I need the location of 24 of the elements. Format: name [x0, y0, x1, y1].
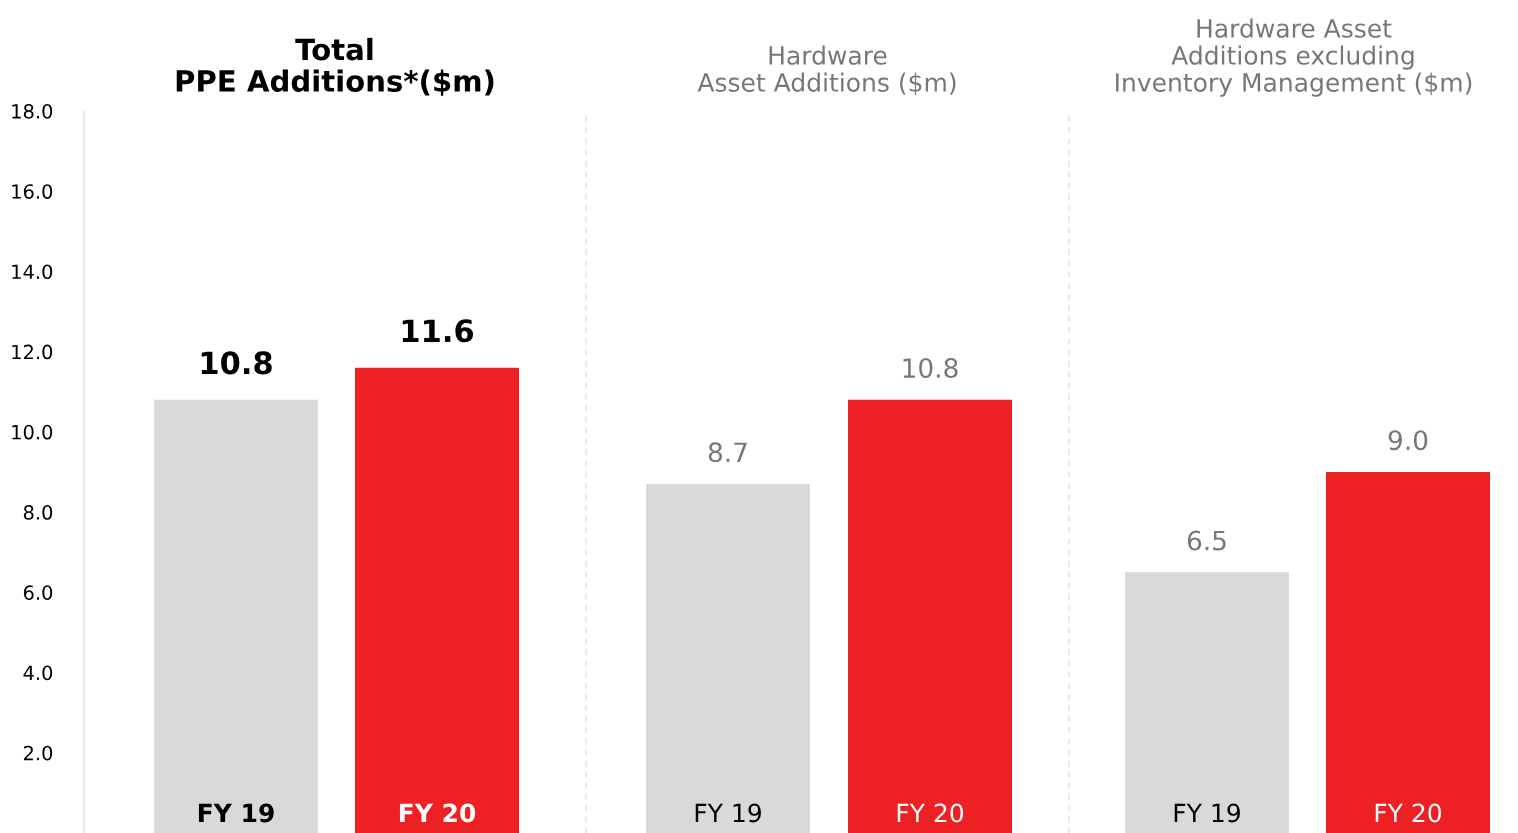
x-tick-label: FY 20 — [897, 803, 964, 823]
chart-title: Total PPE Additions*($m) — [176, 37, 494, 96]
y-tick-label: 4.0 — [23, 665, 53, 681]
y-tick-label: 2.0 — [23, 745, 53, 761]
x-tick-label: FY 20 — [1375, 803, 1442, 823]
x-tick-label: FY 19 — [198, 803, 274, 823]
data-label: 9.0 — [1388, 430, 1428, 451]
data-label: 10.8 — [201, 351, 272, 375]
y-tick-label: 8.0 — [23, 505, 53, 520]
chart-title: Hardware Asset Additions ($m) — [697, 45, 956, 96]
y-tick-label: 16.0 — [12, 184, 53, 199]
x-tick-label: FY 19 — [695, 803, 761, 823]
y-tick-label: 18.0 — [12, 103, 53, 119]
chart-title: Hardware Asset Additions excluding Inventory Management ($m) — [1116, 18, 1472, 97]
data-label: 11.6 — [402, 319, 474, 343]
x-tick-label: FY 20 — [399, 803, 476, 823]
y-tick-label: 14.0 — [12, 264, 53, 280]
x-tick-label: FY 19 — [1174, 803, 1240, 823]
data-label: 10.8 — [903, 358, 958, 379]
y-tick-label: 10.0 — [12, 424, 53, 440]
y-tick-label: 6.0 — [23, 585, 53, 600]
data-label: 8.7 — [708, 442, 747, 463]
data-label: 6.5 — [1187, 530, 1226, 551]
y-tick-label: 12.0 — [12, 344, 53, 360]
